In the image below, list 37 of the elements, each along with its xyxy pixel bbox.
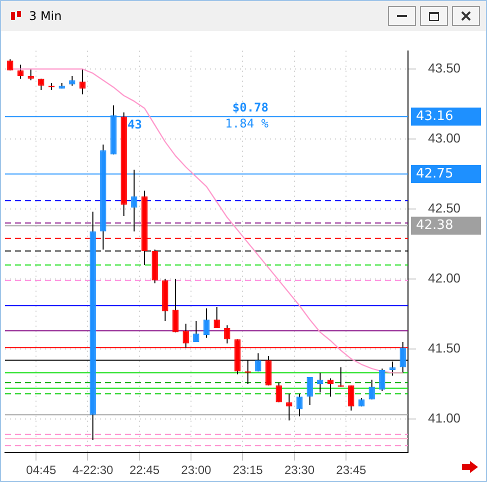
candlestick (348, 384, 354, 412)
candlestick (203, 308, 210, 338)
x-tick-label: 4-22:30 (72, 463, 114, 478)
candlestick (317, 372, 324, 393)
annotation: $0.78 (232, 100, 268, 115)
x-tick-label: 22:45 (129, 463, 160, 478)
annotation: 43 (128, 118, 142, 132)
y-tick-label: 42.00 (428, 270, 461, 286)
y-tick-label: 41.50 (428, 340, 461, 356)
ref-line-label: 43.16 (416, 108, 454, 124)
candlestick (368, 379, 375, 400)
y-tick-label: 42.50 (428, 200, 461, 216)
candlestick (379, 368, 386, 392)
ref-line-label: 42.38 (416, 218, 454, 234)
y-tick-label: 41.00 (428, 410, 461, 426)
chart-title: 3 Min (29, 9, 62, 23)
candlestick (214, 306, 220, 328)
y-tick-label: 43.50 (428, 60, 461, 76)
candlestick (296, 393, 303, 417)
annotation: 1.84 % (225, 116, 270, 131)
ref-line-label: 42.75 (416, 166, 454, 182)
candlestick (28, 68, 34, 81)
x-tick-label: 04:45 (26, 463, 57, 478)
candlestick (286, 393, 292, 421)
candlestick (69, 76, 76, 86)
candlestick (224, 324, 230, 344)
candlestick (79, 68, 86, 95)
candlestick (276, 382, 282, 403)
candlestick (306, 376, 313, 406)
x-tick-label: 23:15 (232, 463, 264, 478)
candlestick (172, 278, 179, 333)
candlestick (193, 320, 200, 342)
x-tick-label: 23:00 (181, 463, 212, 478)
y-tick-label: 43.00 (428, 130, 461, 146)
x-tick-label: 23:30 (284, 463, 315, 478)
x-tick-label: 23:45 (336, 463, 367, 478)
candlestick (17, 64, 24, 80)
